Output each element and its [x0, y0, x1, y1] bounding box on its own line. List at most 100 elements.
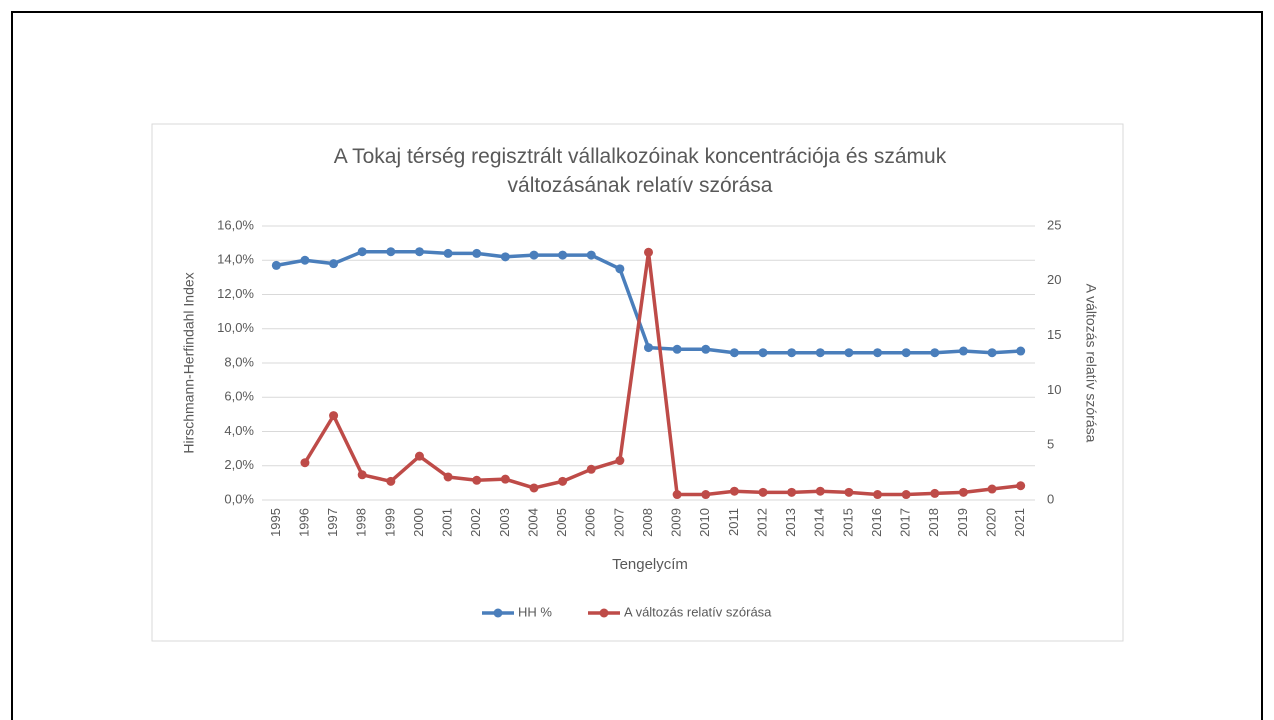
x-tick-label: 2019 [955, 508, 970, 537]
y-tick-label: 16,0% [217, 217, 254, 232]
point [729, 486, 739, 496]
point [844, 348, 854, 358]
point [644, 343, 653, 353]
point [386, 476, 396, 486]
x-tick-label: 1995 [268, 508, 283, 537]
x-tick-label: 2018 [926, 508, 941, 537]
x-tick-label: 2013 [783, 508, 798, 537]
point [729, 348, 739, 358]
x-tick-label: 2006 [583, 508, 598, 537]
point [271, 260, 281, 270]
point [958, 346, 968, 356]
chart-frame [151, 123, 1124, 642]
point [930, 348, 940, 358]
point [472, 475, 482, 485]
point [1016, 346, 1026, 356]
point [758, 487, 768, 497]
legend-marker [493, 608, 503, 618]
point [558, 476, 568, 486]
point [500, 252, 510, 262]
point [901, 348, 911, 358]
slide-border [11, 11, 1263, 720]
point [787, 348, 797, 358]
x-tick-label: 1997 [325, 508, 340, 537]
point [987, 484, 997, 494]
y-tick-label: 0,0% [224, 491, 254, 506]
x-tick-label: 2003 [497, 508, 512, 537]
x-tick-label: 2000 [411, 508, 426, 537]
x-tick-label: 2004 [525, 508, 540, 537]
x-tick-label: 2002 [468, 508, 483, 537]
point [529, 250, 539, 260]
point [615, 456, 625, 466]
point [586, 464, 596, 474]
point [987, 348, 997, 358]
point [901, 490, 911, 500]
x-axis-label: Tengelycím [612, 556, 688, 573]
x-tick-label: 2020 [983, 508, 998, 537]
legend-marker [599, 608, 609, 618]
point [701, 344, 711, 354]
y2-tick-label: 10 [1047, 382, 1061, 397]
point [357, 470, 367, 480]
point [1016, 481, 1026, 491]
y2-tick-label: 25 [1047, 217, 1061, 232]
x-tick-label: 2016 [869, 508, 884, 537]
point [815, 486, 825, 496]
x-tick-label: 2011 [726, 508, 741, 536]
point [529, 483, 539, 493]
y-tick-label: 12,0% [217, 286, 254, 301]
x-tick-label: 2012 [754, 508, 769, 537]
y2-tick-label: 15 [1047, 327, 1061, 342]
point [300, 458, 310, 468]
point [586, 250, 596, 260]
point [672, 344, 682, 354]
x-tick-label: 1999 [382, 508, 397, 537]
point [701, 490, 711, 500]
point [500, 474, 510, 484]
series-line [303, 250, 1021, 497]
y2-tick-label: 5 [1047, 437, 1054, 452]
x-tick-label: 2017 [898, 508, 913, 537]
chart-title: A Tokaj térség regisztrált vállalkozóina… [333, 145, 947, 197]
y-tick-label: 14,0% [217, 252, 254, 267]
point [357, 247, 367, 257]
point [386, 247, 396, 257]
point [329, 259, 339, 269]
point [672, 490, 682, 500]
y-tick-label: 2,0% [224, 457, 254, 472]
x-tick-label: 2015 [840, 508, 855, 537]
point [930, 488, 940, 498]
y-tick-label: 8,0% [224, 354, 254, 369]
y2-tick-label: 20 [1047, 272, 1061, 287]
x-tick-label: 2014 [812, 508, 827, 537]
x-tick-label: 2010 [697, 508, 712, 537]
y2-tick-label: 0 [1047, 491, 1054, 506]
point [414, 451, 424, 461]
point [758, 348, 768, 358]
point [443, 472, 453, 482]
legend-label: A változás relatív szórása [624, 604, 772, 619]
x-tick-label: 1998 [354, 508, 369, 537]
point [300, 255, 310, 265]
point [644, 247, 653, 257]
point [787, 487, 797, 497]
point [443, 248, 453, 258]
point [414, 247, 424, 257]
x-tick-label: 2009 [669, 508, 684, 537]
x-tick-label: 2008 [640, 508, 655, 537]
legend-label: HH % [518, 604, 552, 619]
y-tick-label: 10,0% [217, 320, 254, 335]
x-tick-label: 2001 [440, 508, 455, 537]
point [615, 264, 625, 274]
point [558, 250, 568, 260]
y-tick-label: 6,0% [224, 389, 254, 404]
x-tick-label: 2021 [1012, 508, 1027, 537]
x-tick-label: 1996 [296, 508, 311, 537]
point [329, 411, 339, 421]
point [844, 487, 854, 497]
point [472, 248, 482, 258]
point [873, 348, 883, 358]
